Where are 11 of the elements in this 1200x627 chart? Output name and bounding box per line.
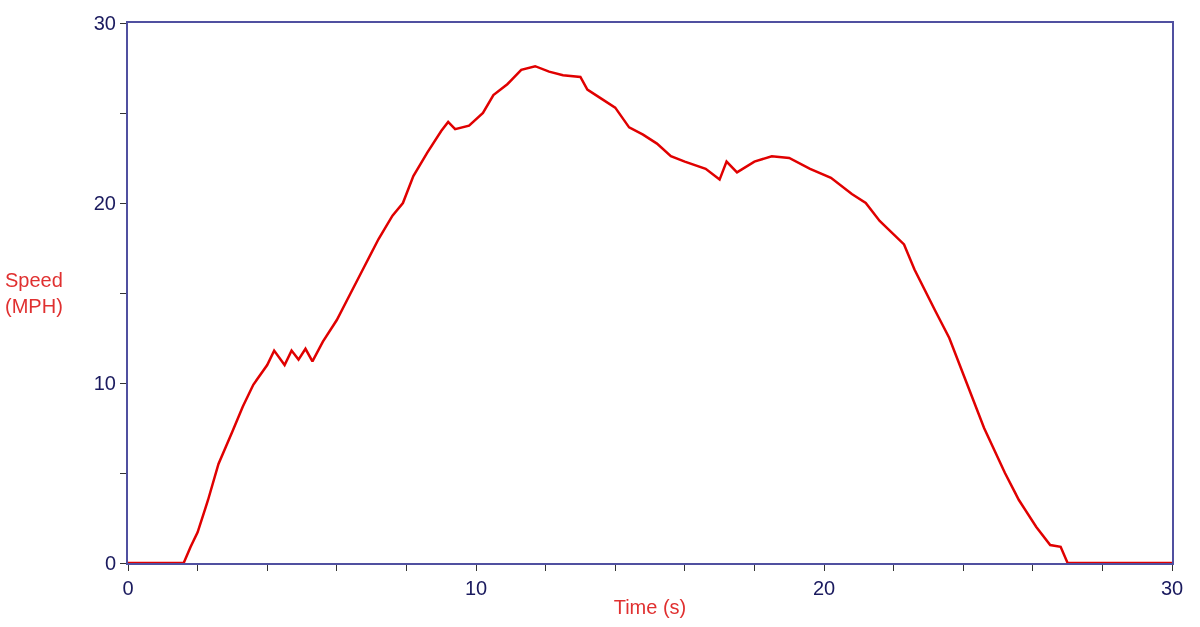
y-tick-label: 0: [104, 552, 116, 574]
x-tick-label: 20: [812, 577, 836, 599]
y-tick-label: 20: [93, 192, 116, 214]
y-tick-label: 30: [93, 12, 116, 34]
y-tick-label: 10: [93, 372, 116, 394]
y-axis-title: Speed (MPH): [5, 269, 63, 317]
x-axis-title: Time (s): [613, 596, 687, 618]
line-series: [128, 64, 1172, 563]
x-tick-label: 10: [464, 577, 488, 599]
x-tick-label: 30: [1160, 577, 1184, 599]
x-tick-label: 0: [122, 577, 134, 599]
